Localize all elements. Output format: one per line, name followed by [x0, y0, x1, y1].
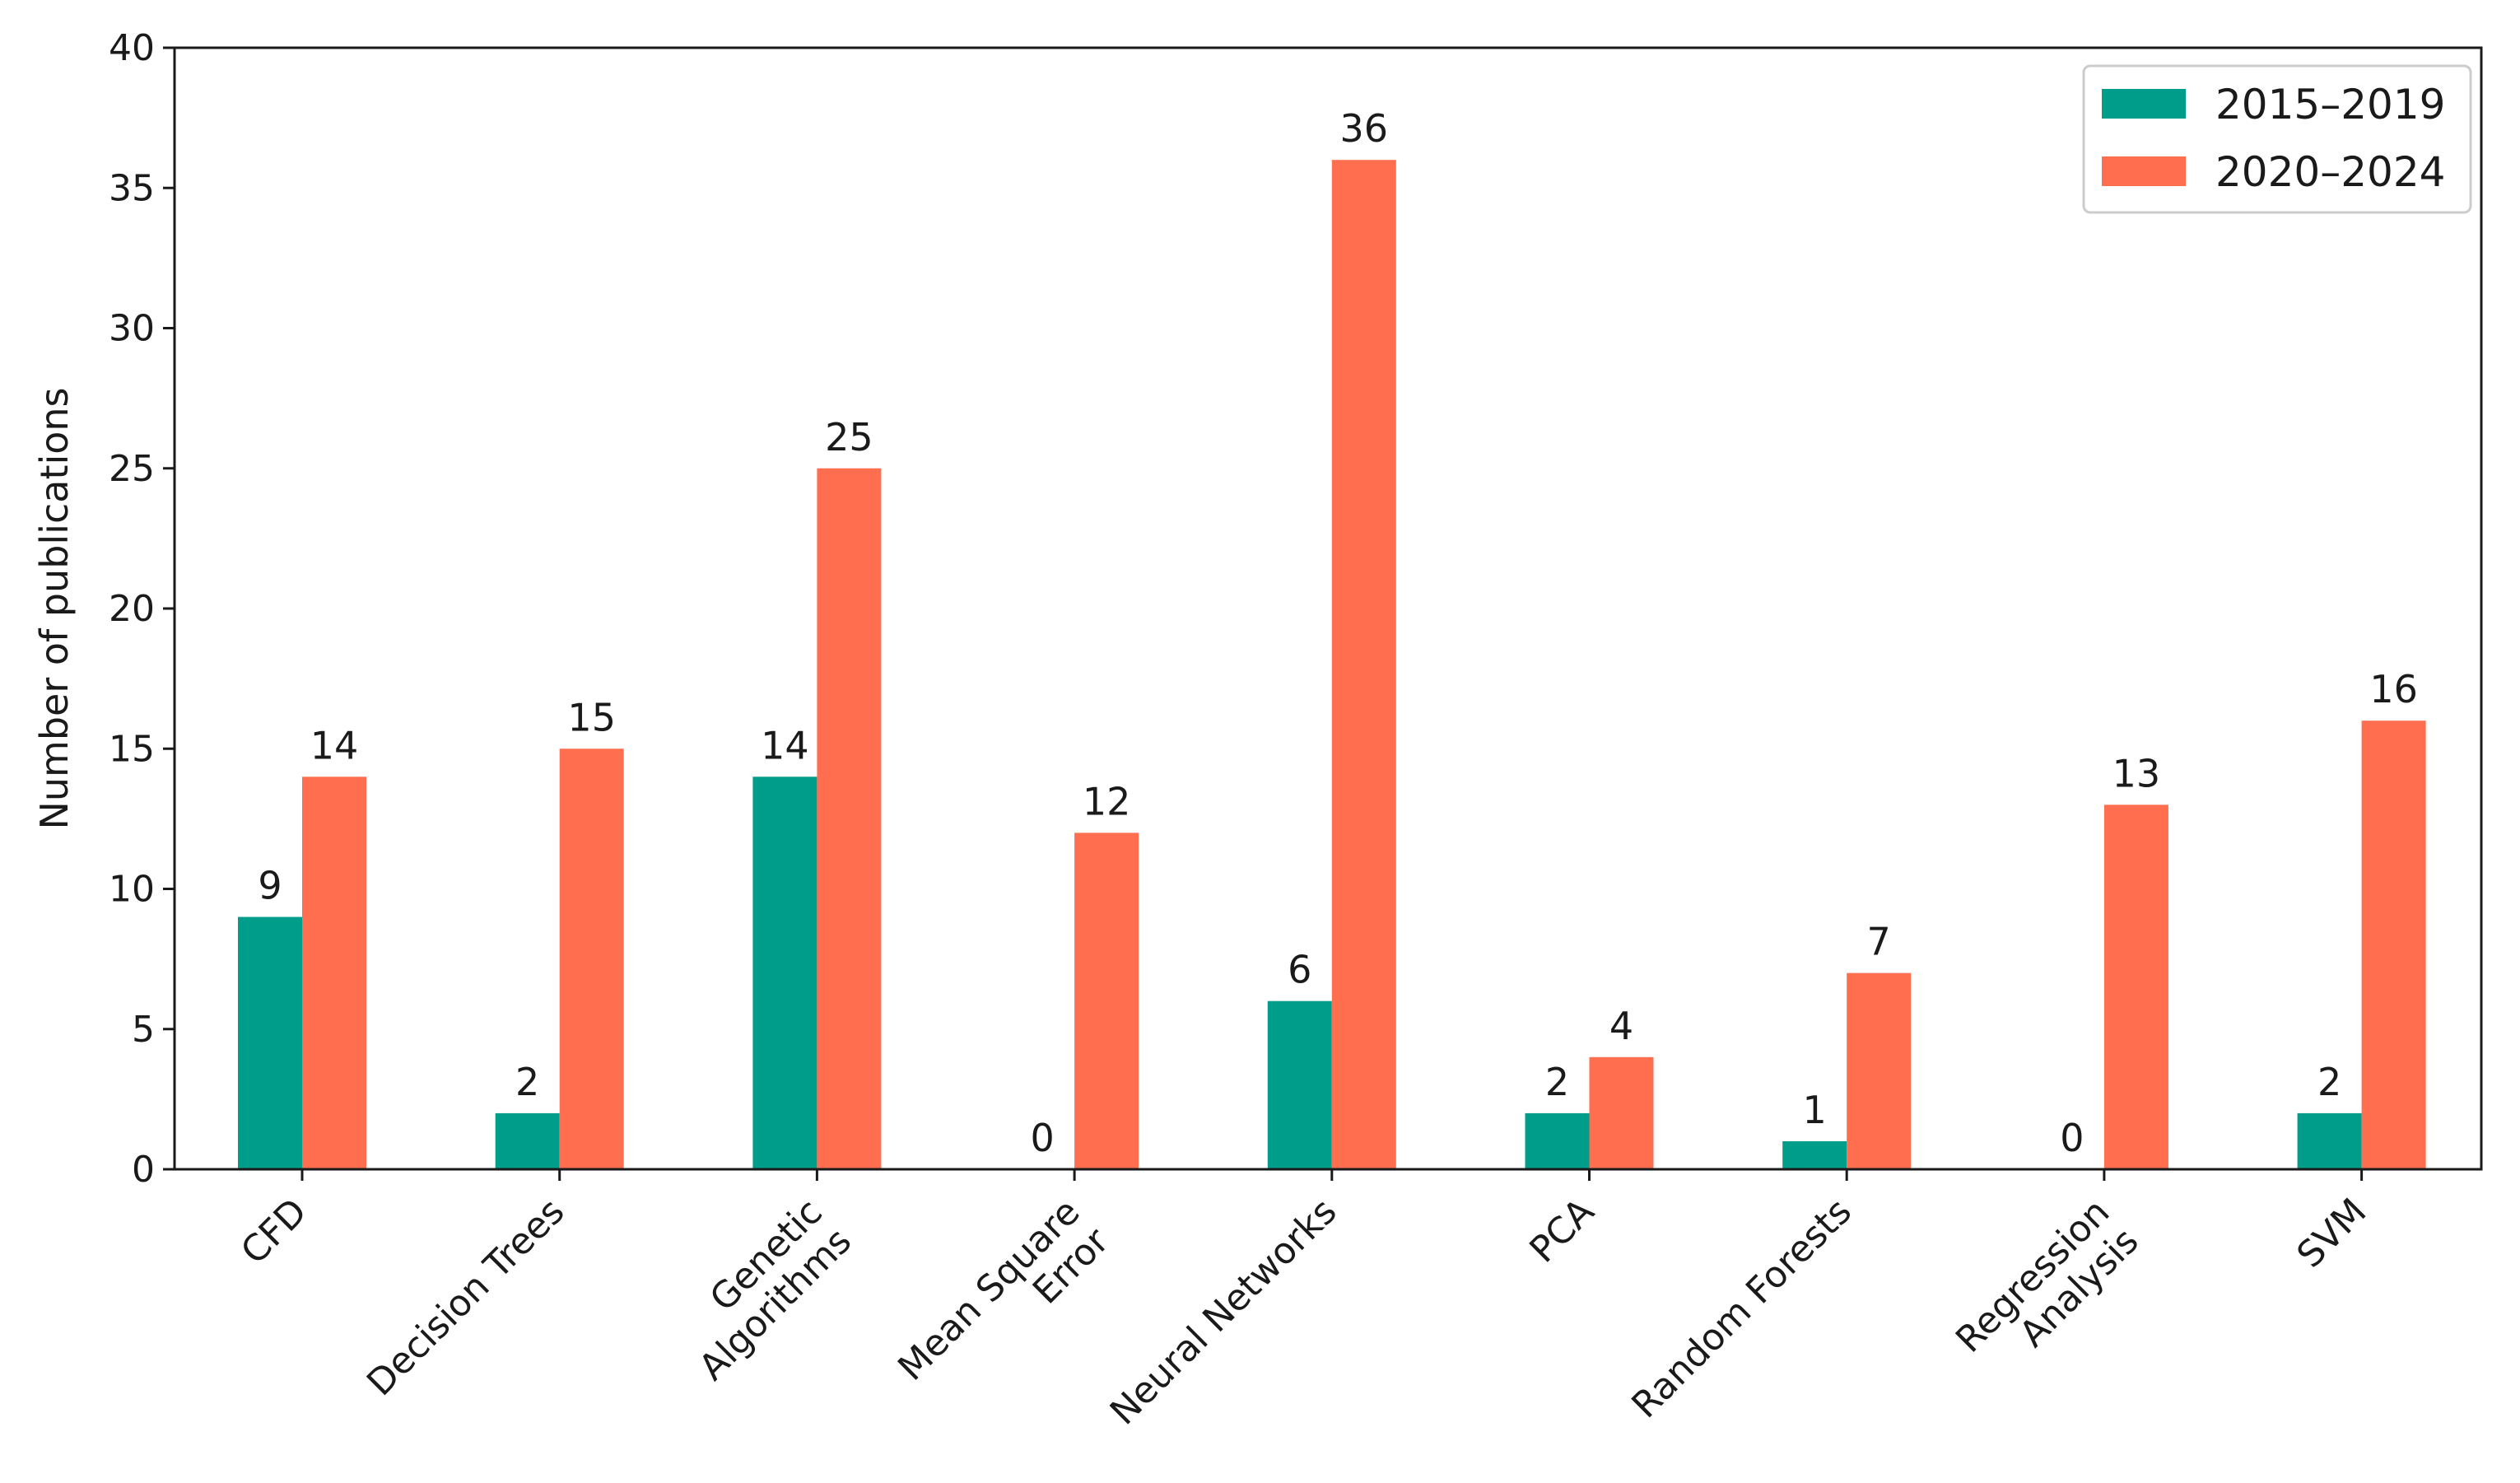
- bar-series2: [1074, 832, 1139, 1169]
- y-axis-label: Number of publications: [32, 387, 77, 829]
- data-label: 9: [258, 864, 282, 908]
- y-axis: 0 5 10 15 20 25 30 35 40: [109, 27, 175, 1191]
- bar-series1: [2297, 1112, 2362, 1169]
- data-label: 2: [2317, 1060, 2341, 1104]
- legend-swatch: [2102, 156, 2186, 186]
- bar-series1: [1782, 1140, 1847, 1169]
- x-tick-label: GeneticAlgorithms: [662, 1191, 859, 1388]
- data-label: 16: [2369, 667, 2418, 711]
- y-tick-label: 15: [109, 728, 155, 770]
- data-label: 0: [1030, 1116, 1054, 1160]
- x-axis: CFD Decision Trees GeneticAlgorithms Mean S…: [233, 1169, 2374, 1433]
- bar-series2: [2103, 804, 2168, 1169]
- bar-series2: [1847, 972, 1912, 1169]
- legend: 2015–2019 2020–2024: [2082, 64, 2472, 214]
- bar-series1: [495, 1112, 560, 1169]
- y-tick-label: 35: [109, 167, 155, 209]
- data-label: 2: [515, 1060, 539, 1104]
- data-label: 12: [1083, 779, 1131, 823]
- legend-label: 2020–2024: [2215, 148, 2446, 196]
- x-tick-label: Random Forests: [1624, 1191, 1860, 1426]
- data-label: 1: [1803, 1088, 1827, 1132]
- x-tick-label: PCA: [1521, 1191, 1602, 1271]
- x-tick-label: CFD: [233, 1191, 315, 1273]
- x-tick-label: RegressionAnalysis: [1948, 1191, 2147, 1390]
- y-tick-label: 20: [109, 588, 155, 630]
- data-label: 14: [761, 723, 809, 767]
- bar-series1: [1267, 1000, 1332, 1169]
- bar-series2: [1589, 1056, 1654, 1169]
- y-tick-label: 25: [109, 448, 155, 490]
- y-tick-label: 30: [109, 308, 155, 350]
- data-label: 14: [310, 723, 359, 767]
- data-label: 15: [567, 695, 616, 739]
- bar-series1: [752, 776, 817, 1169]
- data-label: 4: [1609, 1004, 1633, 1048]
- plot-frame: [173, 46, 2483, 1171]
- y-tick-label: 0: [132, 1149, 155, 1191]
- bar-series2: [1331, 160, 1396, 1170]
- legend-swatch: [2102, 89, 2186, 119]
- data-label: 6: [1288, 948, 1311, 992]
- y-tick-label: 10: [109, 869, 155, 911]
- y-tick-label: 5: [132, 1009, 155, 1051]
- data-label: 7: [1867, 920, 1891, 964]
- y-tick-label: 40: [109, 27, 155, 69]
- data-label: 36: [1340, 106, 1389, 151]
- data-label: 2: [1545, 1060, 1569, 1104]
- bar-series2: [559, 748, 624, 1169]
- data-label: 25: [825, 415, 873, 459]
- bar-series1: [238, 916, 302, 1169]
- x-tick-label: Decision Trees: [359, 1191, 572, 1404]
- data-label: 0: [2060, 1116, 2084, 1160]
- bar-series2: [302, 776, 366, 1169]
- data-label: 13: [2112, 751, 2161, 795]
- legend-label: 2015–2019: [2215, 81, 2446, 128]
- bar-series2: [2361, 721, 2426, 1169]
- data-labels: 9 2 14 0 6 2 1 0 2 14 15 25 12 36 4 7 13 16: [258, 106, 2418, 1160]
- x-tick-label: Neural Networks: [1102, 1191, 1345, 1434]
- x-tick-label: SVM: [2289, 1191, 2374, 1276]
- bar-series2: [817, 468, 882, 1169]
- bars: [238, 160, 2426, 1170]
- x-tick-label: Mean SquareError: [890, 1191, 1117, 1418]
- bar-series1: [1525, 1112, 1590, 1169]
